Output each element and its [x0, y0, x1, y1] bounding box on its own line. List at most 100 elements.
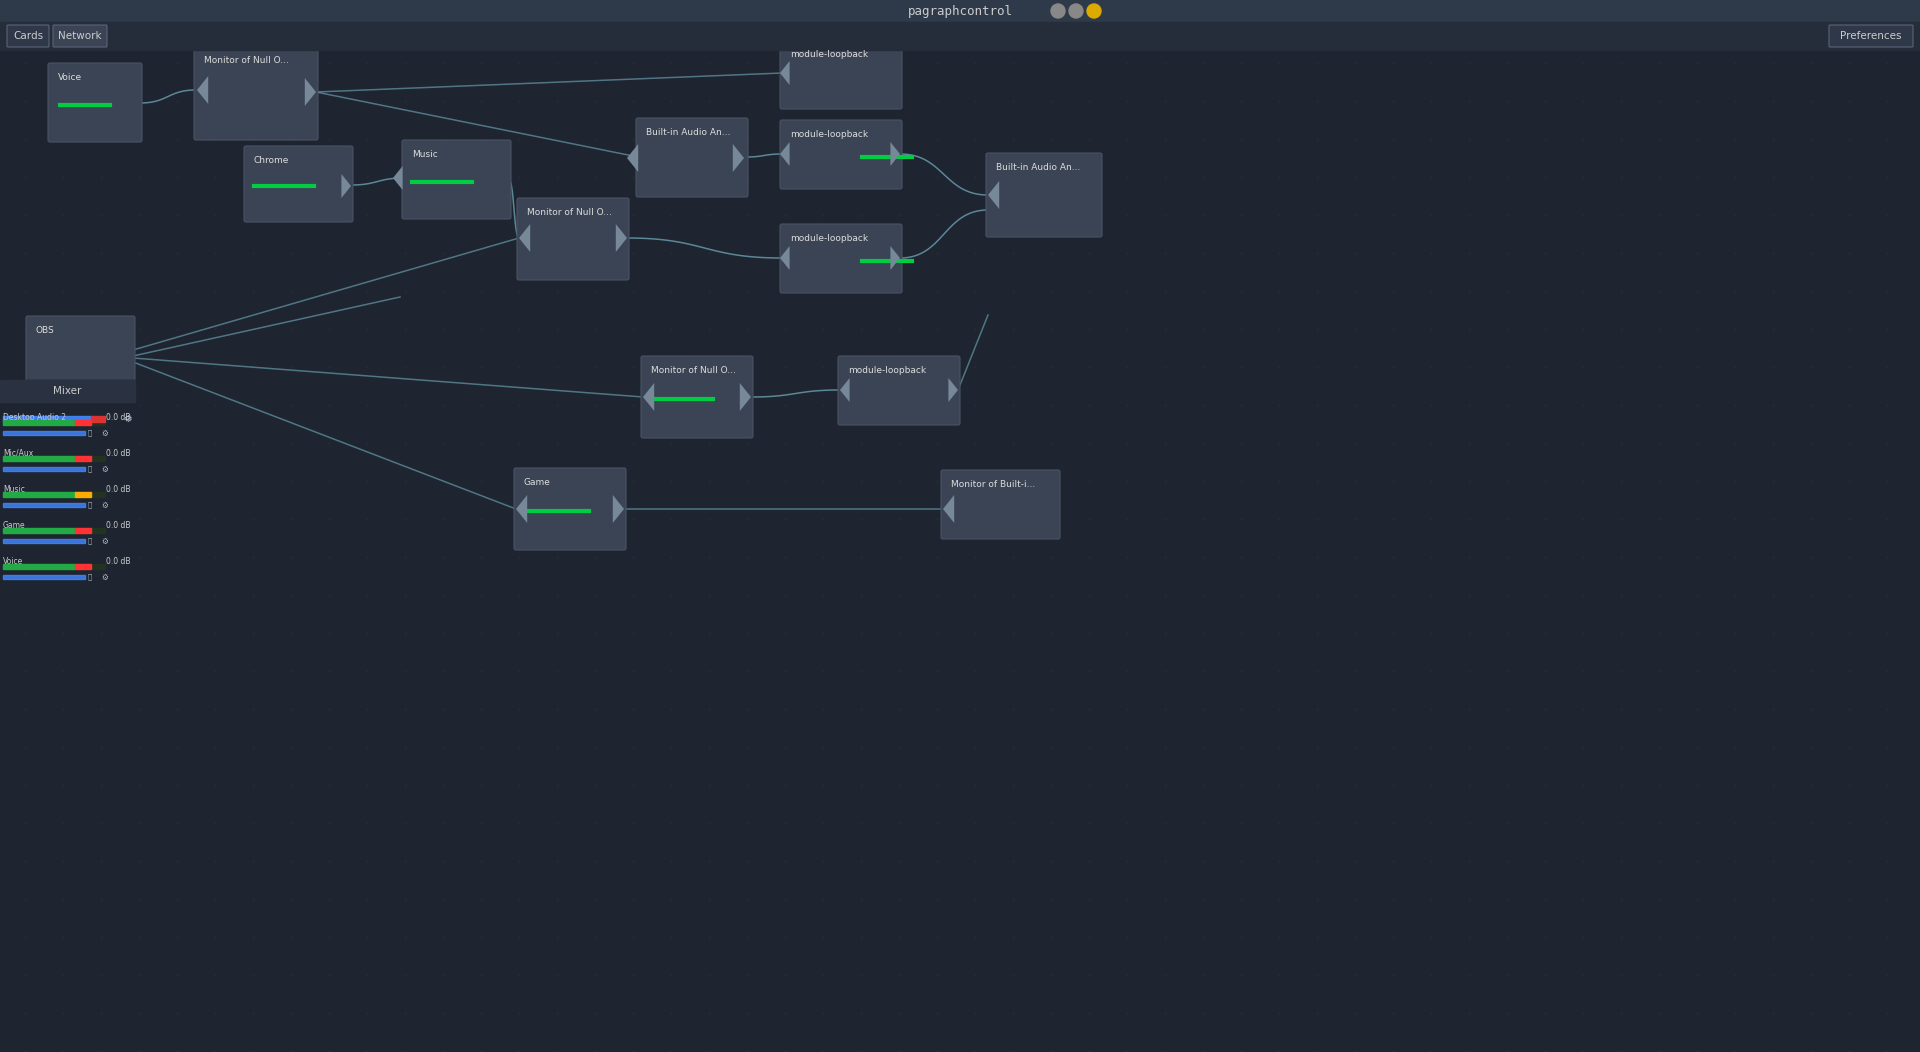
- Circle shape: [1069, 4, 1083, 18]
- FancyBboxPatch shape: [515, 468, 626, 550]
- FancyBboxPatch shape: [636, 118, 749, 197]
- Polygon shape: [612, 495, 624, 523]
- Bar: [4, 575, 84, 579]
- Polygon shape: [891, 142, 900, 166]
- Bar: [4, 456, 75, 461]
- FancyBboxPatch shape: [54, 25, 108, 47]
- Polygon shape: [516, 495, 528, 523]
- Text: 0.0 dB: 0.0 dB: [106, 485, 131, 494]
- Text: module-loopback: module-loopback: [789, 130, 868, 139]
- Text: Preferences: Preferences: [1839, 31, 1901, 41]
- Text: 0.0 dB: 0.0 dB: [106, 449, 131, 458]
- Polygon shape: [943, 495, 954, 523]
- Text: ⚙: ⚙: [123, 414, 131, 424]
- Text: Desktop Audio 2: Desktop Audio 2: [4, 413, 65, 422]
- FancyBboxPatch shape: [987, 153, 1102, 237]
- Text: module-loopback: module-loopback: [849, 366, 925, 375]
- Text: module-loopback: module-loopback: [789, 50, 868, 59]
- Text: Monitor of Null O...: Monitor of Null O...: [204, 56, 288, 65]
- Text: Monitor of Null O...: Monitor of Null O...: [651, 366, 735, 375]
- FancyBboxPatch shape: [837, 356, 960, 425]
- Polygon shape: [342, 174, 351, 198]
- Text: Built-in Audio An...: Built-in Audio An...: [645, 128, 730, 137]
- Text: ⚙: ⚙: [102, 501, 108, 509]
- Text: Cards: Cards: [13, 31, 42, 41]
- Bar: [4, 492, 106, 497]
- FancyBboxPatch shape: [516, 198, 630, 280]
- Polygon shape: [841, 378, 849, 402]
- Bar: [4, 528, 75, 533]
- Bar: [0, 380, 134, 612]
- FancyBboxPatch shape: [780, 40, 902, 109]
- FancyBboxPatch shape: [27, 316, 134, 388]
- Bar: [4, 492, 75, 497]
- Text: 🔊: 🔊: [88, 502, 92, 508]
- Bar: [0, 0, 1920, 22]
- Text: ⚙: ⚙: [102, 428, 108, 438]
- Text: 0.0 dB: 0.0 dB: [106, 557, 131, 566]
- Polygon shape: [780, 246, 789, 270]
- Text: ⚙: ⚙: [102, 537, 108, 546]
- Text: ⚙: ⚙: [102, 465, 108, 473]
- Text: Voice: Voice: [4, 557, 23, 566]
- Text: Mixer: Mixer: [54, 386, 83, 396]
- FancyBboxPatch shape: [1830, 25, 1912, 47]
- Polygon shape: [628, 144, 637, 171]
- Polygon shape: [394, 166, 403, 190]
- FancyBboxPatch shape: [941, 470, 1060, 539]
- Text: ⚙: ⚙: [102, 572, 108, 582]
- FancyBboxPatch shape: [401, 140, 511, 219]
- Bar: [4, 420, 75, 425]
- Polygon shape: [733, 144, 745, 171]
- Polygon shape: [305, 78, 317, 106]
- FancyBboxPatch shape: [244, 146, 353, 222]
- Bar: [4, 503, 84, 507]
- Polygon shape: [780, 142, 789, 166]
- FancyBboxPatch shape: [8, 25, 50, 47]
- Bar: [0, 22, 1920, 50]
- Text: 🔊: 🔊: [88, 466, 92, 472]
- Polygon shape: [989, 181, 998, 209]
- Bar: [75, 528, 90, 533]
- Text: pagraphcontrol: pagraphcontrol: [908, 4, 1012, 18]
- Bar: [4, 420, 106, 425]
- Bar: [75, 456, 90, 461]
- Text: 🔊: 🔊: [88, 573, 92, 581]
- Text: Music: Music: [4, 485, 25, 494]
- Text: module-loopback: module-loopback: [789, 234, 868, 243]
- Bar: [4, 564, 106, 569]
- Polygon shape: [616, 224, 628, 252]
- FancyBboxPatch shape: [641, 356, 753, 438]
- Text: 0.0 dB: 0.0 dB: [106, 521, 131, 530]
- FancyBboxPatch shape: [780, 224, 902, 294]
- Text: Monitor of Null O...: Monitor of Null O...: [526, 208, 612, 217]
- Text: Built-in Audio An...: Built-in Audio An...: [996, 163, 1081, 171]
- Polygon shape: [780, 61, 789, 85]
- Text: Network: Network: [58, 31, 102, 41]
- Bar: [4, 456, 106, 461]
- FancyBboxPatch shape: [194, 46, 319, 140]
- Bar: [4, 431, 84, 434]
- Polygon shape: [948, 378, 958, 402]
- Text: 🔊: 🔊: [88, 429, 92, 437]
- Bar: [4, 467, 84, 471]
- Text: Music: Music: [413, 150, 438, 159]
- Polygon shape: [198, 76, 207, 104]
- Polygon shape: [891, 246, 900, 270]
- Bar: [75, 492, 90, 497]
- Polygon shape: [518, 224, 530, 252]
- Bar: [75, 564, 90, 569]
- Bar: [4, 539, 84, 543]
- Text: Monitor of Built-i...: Monitor of Built-i...: [950, 480, 1035, 489]
- Circle shape: [1087, 4, 1100, 18]
- Bar: [4, 416, 90, 422]
- Bar: [4, 528, 106, 533]
- Text: 🔊: 🔊: [88, 538, 92, 544]
- Polygon shape: [739, 383, 751, 411]
- Circle shape: [1050, 4, 1066, 18]
- FancyBboxPatch shape: [780, 120, 902, 189]
- Polygon shape: [643, 383, 655, 411]
- Text: Voice: Voice: [58, 73, 83, 82]
- Bar: [4, 564, 75, 569]
- Text: OBS: OBS: [36, 326, 56, 335]
